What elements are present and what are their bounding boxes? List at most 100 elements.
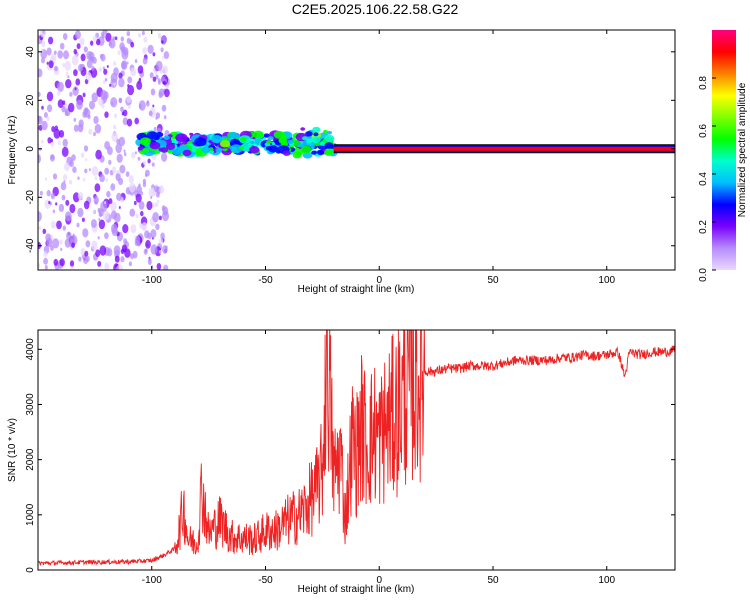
snr-frame [37,329,676,571]
heat-blob [115,173,121,182]
heat-blob [110,183,116,191]
heat-blob [313,132,319,137]
heat-blob [69,160,74,168]
heat-blob [117,50,121,56]
heat-blob [142,47,148,55]
heat-blob [46,47,52,56]
heat-blob [47,104,53,113]
heat-blob [103,68,108,75]
heat-blob [57,50,63,59]
heat-blob [131,151,136,159]
heat-blob [108,159,112,165]
heat-blob [94,123,102,134]
heat-blob [91,166,99,176]
heat-blob [155,60,163,72]
heat-blob [91,240,98,251]
heat-blob [129,208,136,217]
heat-blob [278,137,288,144]
heat-blob [161,205,166,212]
heat-blob [128,261,132,267]
heat-blob [109,83,112,87]
x-tick-label: 0 [376,275,382,286]
heat-blob [59,42,65,50]
heat-blob [162,245,168,254]
heat-blob [146,200,153,211]
heat-blob [252,130,264,139]
heat-blob [148,187,156,198]
heat-blob [121,244,127,253]
heat-blob [64,162,70,172]
heat-blob [62,174,68,181]
heat-blob [99,245,107,256]
heat-blob [305,131,313,137]
heat-blob [104,111,109,118]
heat-blob [127,76,133,84]
heat-blob [148,110,153,117]
heat-blob [93,131,96,137]
heat-blob [110,210,117,220]
heat-blob [146,101,150,107]
carrier-line [333,146,675,151]
heat-blob [126,95,132,104]
heat-blob [155,223,160,230]
heat-blob [65,79,72,89]
heat-blob [97,260,102,267]
heat-blob [158,80,161,85]
y-tick-label: 1000 [25,503,36,526]
y-tick-label: -40 [25,238,36,253]
heat-blob [155,74,159,80]
heat-blob [273,130,285,139]
heat-blob [52,173,58,180]
heat-blob [104,200,107,205]
spectrogram-xlabel: Height of straight line (km) [298,284,415,295]
heat-blob [39,30,46,38]
heat-blob [46,61,49,65]
heat-blob [95,38,101,46]
spectrogram-frame [37,29,676,271]
heat-blob [111,166,117,174]
heat-blob [159,250,162,254]
heat-blob [54,125,58,131]
heat-blob [317,149,325,155]
heat-blob [147,44,154,54]
heat-blob [41,57,45,64]
heat-blob [311,136,321,144]
heat-blob [104,77,108,82]
heat-blob [282,150,291,156]
heat-blob [69,260,75,267]
heat-blob [52,238,60,249]
heat-blob [60,182,67,191]
heat-blob [120,106,124,113]
heat-blob [249,146,260,154]
heat-blob [82,177,86,182]
heat-blob [39,190,43,196]
heat-blob [60,247,63,251]
heat-blob [41,120,48,131]
heat-blob [108,198,113,205]
heat-blob [73,69,78,77]
heat-blob [137,32,142,38]
heat-blob [118,97,123,103]
heat-blob [71,54,79,66]
heat-blob [106,65,109,68]
heat-blob [157,32,162,39]
heat-blob [50,140,55,147]
heat-blob [50,245,54,251]
heat-blob [147,158,151,164]
heat-blob [116,153,123,163]
heat-blob [94,176,98,181]
heat-blob [38,226,42,230]
heat-blob [61,194,66,201]
heat-blob [145,239,151,249]
heat-blob [111,226,118,237]
heat-blob [287,139,294,145]
heat-blob [52,209,56,214]
heat-blob [42,228,47,234]
heat-blob [132,250,138,259]
heat-blob [115,266,119,270]
heat-blob [65,211,72,222]
heat-blob [182,149,192,157]
spectrogram-ylabel: Frequency (Hz) [7,116,18,185]
colorbar: 0.0 0.2 0.4 0.6 0.8 Normalized spectral ampl… [698,30,748,282]
